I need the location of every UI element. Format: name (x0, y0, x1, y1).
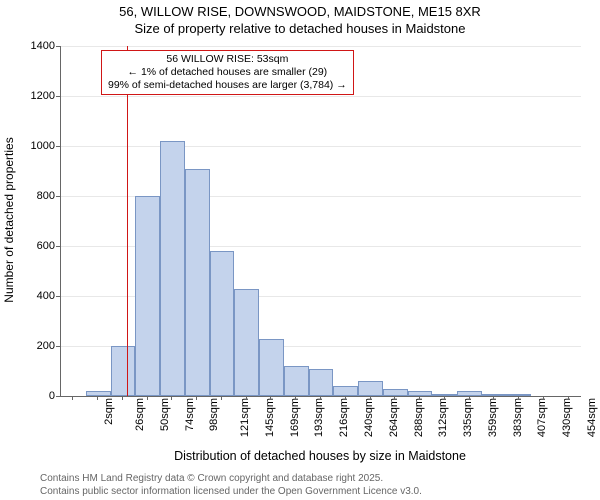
x-tick-label: 169sqm (289, 398, 301, 437)
footer: Contains HM Land Registry data © Crown c… (40, 473, 422, 498)
x-tick-label: 98sqm (208, 398, 220, 431)
y-tick-label: 1200 (25, 90, 55, 102)
x-tick-label: 216sqm (338, 398, 350, 437)
histogram-bar (408, 391, 433, 396)
x-axis-label: Distribution of detached houses by size … (60, 449, 580, 463)
annot-line-2: ← 1% of detached houses are smaller (29) (108, 66, 347, 79)
histogram-bar (86, 391, 111, 396)
footer-line-1: Contains HM Land Registry data © Crown c… (40, 473, 422, 486)
x-tick-label: 193sqm (314, 398, 326, 437)
y-axis-label: Number of detached properties (2, 137, 16, 302)
x-tick-label: 74sqm (184, 398, 196, 431)
histogram-bar (135, 196, 160, 396)
y-tick-label: 400 (25, 290, 55, 302)
chart-title: 56, WILLOW RISE, DOWNSWOOD, MAIDSTONE, M… (0, 4, 600, 38)
x-tick-label: 359sqm (487, 398, 499, 437)
x-tick-label: 430sqm (561, 398, 573, 437)
title-line-2: Size of property relative to detached ho… (0, 21, 600, 38)
y-tick-label: 1000 (25, 140, 55, 152)
histogram-bar (457, 391, 482, 396)
x-tick-label: 121sqm (239, 398, 251, 437)
histogram-bar (185, 169, 210, 397)
chart-container: 56, WILLOW RISE, DOWNSWOOD, MAIDSTONE, M… (0, 0, 600, 500)
x-tick-label: 335sqm (462, 398, 474, 437)
plot-area: 56 WILLOW RISE: 53sqm ← 1% of detached h… (60, 46, 581, 397)
y-tick-label: 1400 (25, 40, 55, 52)
histogram-bar (333, 386, 358, 396)
grid-line (61, 46, 581, 47)
y-tick-label: 200 (25, 340, 55, 352)
annot-line-1: 56 WILLOW RISE: 53sqm (108, 53, 347, 66)
histogram-bar (507, 394, 532, 396)
x-tick-label: 26sqm (134, 398, 146, 431)
grid-line (61, 146, 581, 147)
histogram-bar (210, 251, 235, 396)
annotation-box: 56 WILLOW RISE: 53sqm ← 1% of detached h… (101, 50, 354, 95)
y-tick-label: 600 (25, 240, 55, 252)
histogram-bar (383, 389, 408, 397)
histogram-bar (234, 289, 259, 397)
histogram-bar (284, 366, 309, 396)
histogram-bar (482, 394, 507, 397)
histogram-bar (259, 339, 284, 397)
x-tick-label: 288sqm (413, 398, 425, 437)
title-line-1: 56, WILLOW RISE, DOWNSWOOD, MAIDSTONE, M… (0, 4, 600, 21)
x-tick-label: 454sqm (586, 398, 598, 437)
annot-line-3: 99% of semi-detached houses are larger (… (108, 79, 347, 92)
x-tick-label: 145sqm (264, 398, 276, 437)
histogram-bar (309, 369, 334, 397)
x-tick-label: 383sqm (512, 398, 524, 437)
reference-vline (127, 46, 128, 396)
grid-line (61, 96, 581, 97)
histogram-bar (160, 141, 185, 396)
histogram-bar (358, 381, 383, 396)
x-tick-label: 240sqm (363, 398, 375, 437)
x-tick-label: 312sqm (437, 398, 449, 437)
histogram-bar (432, 394, 457, 397)
histogram-bar (111, 346, 136, 396)
x-tick-label: 2sqm (103, 398, 115, 425)
y-tick-label: 800 (25, 190, 55, 202)
x-tick-label: 264sqm (388, 398, 400, 437)
x-tick-label: 407sqm (536, 398, 548, 437)
footer-line-2: Contains public sector information licen… (40, 486, 422, 499)
y-tick-label: 0 (25, 390, 55, 402)
x-tick-label: 50sqm (159, 398, 171, 431)
